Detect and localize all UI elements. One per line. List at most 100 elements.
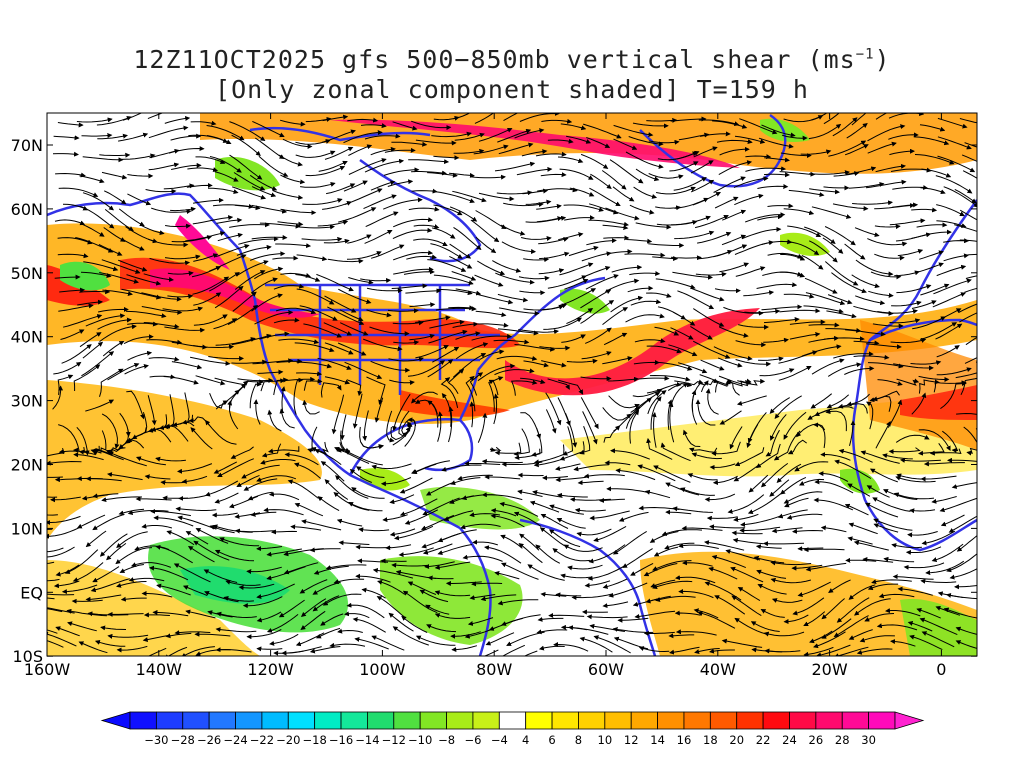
- streamline: [344, 361, 383, 379]
- streamline: [651, 412, 657, 448]
- streamline: [865, 502, 899, 518]
- streamline: [632, 389, 663, 398]
- streamline: [54, 219, 86, 226]
- streamline: [646, 381, 682, 394]
- streamline: [697, 231, 732, 244]
- streamline: [324, 479, 349, 500]
- streamline: [365, 211, 399, 228]
- streamline: [601, 170, 627, 190]
- streamline: [432, 346, 460, 363]
- streamline: [966, 447, 977, 456]
- streamline: [761, 304, 803, 311]
- streamline: [336, 447, 370, 464]
- streamline: [780, 476, 807, 495]
- streamline: [260, 378, 286, 392]
- streamline: [656, 186, 696, 195]
- streamline: [302, 399, 320, 415]
- colorbar-cell: [709, 711, 738, 730]
- streamline: [719, 326, 749, 338]
- streamline: [59, 287, 86, 293]
- streamline: [127, 193, 152, 206]
- streamline: [392, 421, 413, 446]
- streamline: [603, 425, 621, 443]
- streamline: [936, 220, 967, 228]
- streamline: [324, 376, 351, 385]
- streamline: [518, 329, 559, 335]
- streamline: [983, 191, 1009, 207]
- streamline: [719, 262, 750, 273]
- streamline: [585, 274, 619, 290]
- streamline: [613, 124, 654, 138]
- streamline: [301, 236, 343, 242]
- streamline: [98, 244, 123, 256]
- streamline: [474, 274, 504, 287]
- streamline: [669, 161, 699, 172]
- streamline: [705, 388, 719, 415]
- streamline: [649, 374, 691, 382]
- streamline: [745, 154, 772, 160]
- streamline: [796, 423, 826, 438]
- streamline: [241, 464, 280, 479]
- colorbar-label: 10: [598, 733, 613, 747]
- streamline: [409, 333, 435, 341]
- streamline: [670, 116, 707, 122]
- streamline: [280, 386, 286, 412]
- streamline: [449, 243, 472, 259]
- streamline: [148, 125, 189, 139]
- streamline: [171, 361, 203, 370]
- streamline: [346, 251, 382, 260]
- streamline: [699, 131, 731, 137]
- streamline: [914, 262, 944, 274]
- streamline: [897, 249, 924, 257]
- streamline: [539, 251, 570, 260]
- colorbar-cell: [683, 711, 711, 730]
- streamline: [469, 372, 484, 396]
- streamline: [870, 271, 902, 280]
- streamline: [181, 392, 190, 425]
- streamline: [670, 215, 711, 226]
- streamline: [214, 285, 244, 309]
- streamline: [490, 508, 517, 517]
- colorbar-cell: [155, 711, 184, 730]
- streamline: [363, 338, 403, 352]
- streamline: [204, 419, 237, 445]
- streamline: [606, 486, 648, 493]
- streamline: [170, 133, 202, 141]
- streamline: [758, 356, 784, 362]
- streamline: [896, 284, 932, 294]
- streamline: [889, 218, 926, 226]
- chart-subtitle: [Only zonal component shaded] T=159 h: [215, 75, 809, 104]
- streamline: [499, 307, 540, 316]
- streamline: [629, 204, 655, 215]
- streamline: [452, 190, 487, 203]
- band-tropical-atlantic: [640, 551, 977, 656]
- streamline: [672, 311, 696, 326]
- streamline: [545, 392, 562, 426]
- streamline: [195, 375, 226, 386]
- colorbar-label: 28: [835, 733, 850, 747]
- streamline: [392, 393, 411, 432]
- streamline: [190, 427, 213, 450]
- streamline: [258, 155, 289, 177]
- streamline: [494, 368, 535, 376]
- streamline: [735, 340, 767, 348]
- streamline: [259, 331, 290, 340]
- streamline: [914, 136, 950, 146]
- streamline: [143, 273, 174, 282]
- streamline: [148, 162, 180, 171]
- streamline: [918, 443, 945, 456]
- streamline: [632, 122, 669, 129]
- streamline: [252, 358, 294, 365]
- streamline: [123, 334, 154, 345]
- streamline: [61, 344, 92, 364]
- streamline: [79, 289, 111, 295]
- streamline: [47, 496, 58, 498]
- streamline: [855, 259, 894, 277]
- streamline: [962, 170, 977, 179]
- streamline: [757, 183, 789, 189]
- streamline: [608, 395, 640, 409]
- streamline: [853, 305, 894, 316]
- streamline: [583, 123, 622, 139]
- streamline: [284, 452, 319, 466]
- streamline: [192, 215, 234, 225]
